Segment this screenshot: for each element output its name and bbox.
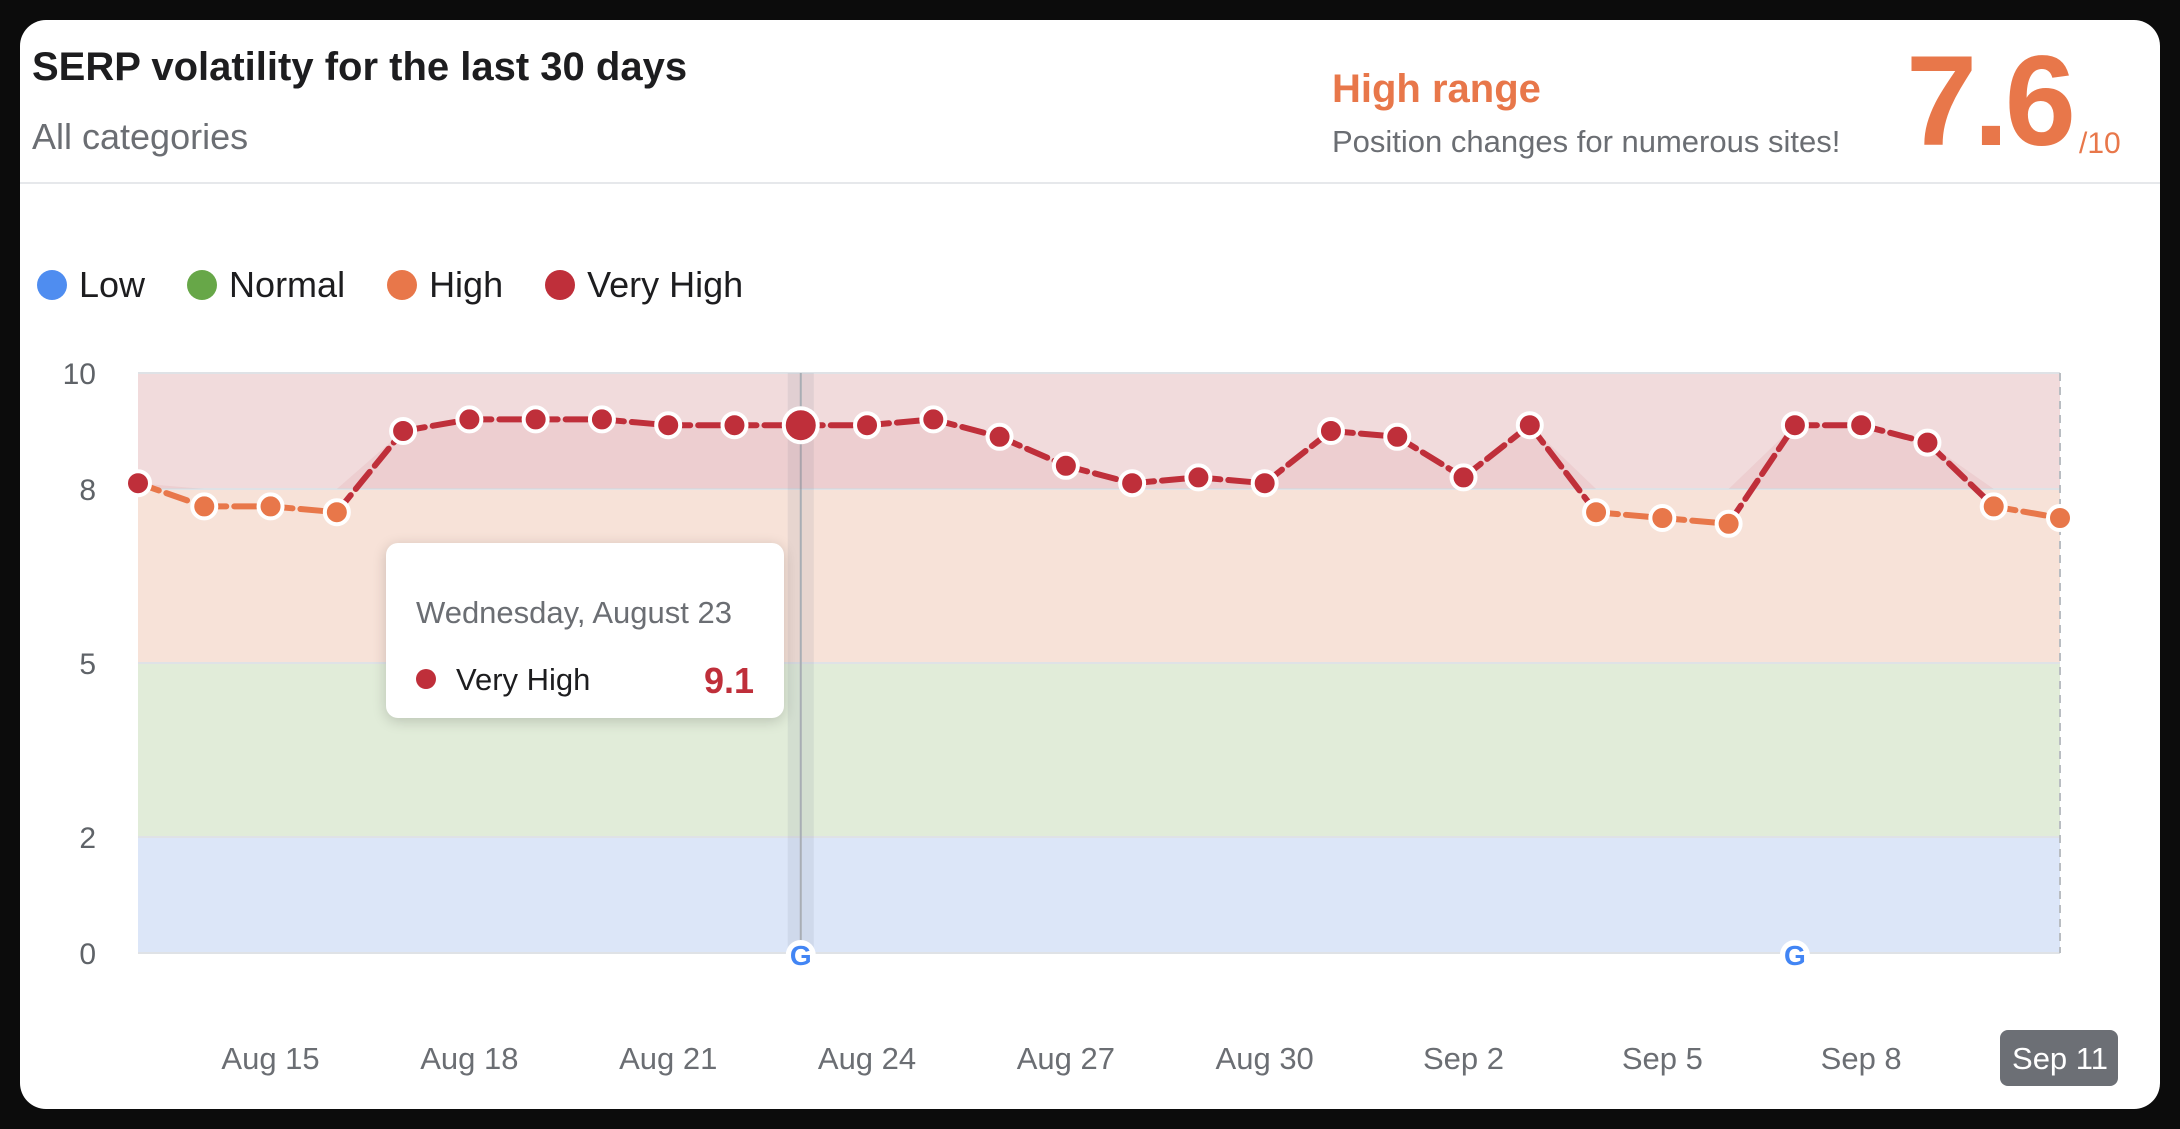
- legend-item-normal[interactable]: Normal: [187, 264, 345, 306]
- data-point: [1449, 463, 1478, 492]
- x-tick-label: Aug 30: [1216, 1041, 1314, 1076]
- volatility-score: 7.6: [1906, 30, 2076, 173]
- y-tick-label: 8: [79, 474, 96, 507]
- legend-dot-high: [387, 270, 418, 300]
- volatility-card: SERP volatility for the last 30 days All…: [20, 20, 2160, 1109]
- data-point: [853, 411, 882, 440]
- data-point: [1184, 463, 1213, 492]
- data-point: [1383, 422, 1412, 451]
- data-point: [1582, 498, 1611, 527]
- x-tick-label: Aug 27: [1017, 1041, 1115, 1076]
- data-point: [256, 492, 285, 521]
- chart-tooltip: Wednesday, August 23 Very High 9.1: [386, 543, 784, 718]
- legend-label: High: [429, 264, 504, 305]
- score-max: /10: [2079, 127, 2121, 160]
- google-update-icon-bg: [785, 940, 816, 970]
- data-point: [587, 405, 616, 434]
- data-point: [985, 422, 1014, 451]
- page-title: SERP volatility for the last 30 days: [32, 45, 688, 89]
- data-point: [1515, 411, 1544, 440]
- selected-x-label-bg: [2000, 1030, 2118, 1086]
- legend-label: Very High: [587, 264, 744, 305]
- google-update-icon: G: [1784, 940, 1806, 971]
- series-line-segment: [1460, 422, 1533, 481]
- legend-label: Normal: [229, 264, 346, 305]
- google-update-icon-bg: [1779, 940, 1810, 970]
- legend-item-very-high[interactable]: Very High: [545, 264, 743, 306]
- x-tick-label: Sep 2: [1423, 1041, 1504, 1076]
- x-tick-label: Sep 11: [2012, 1041, 2108, 1076]
- legend-dot-very-high: [545, 270, 576, 300]
- legend-dot-normal: [187, 270, 218, 300]
- data-point: [1051, 451, 1080, 480]
- series-line-segment: [1924, 439, 1997, 510]
- tooltip-series-label: Very High: [456, 662, 591, 697]
- data-point: [720, 411, 749, 440]
- data-point: [1913, 428, 1942, 457]
- data-point: [1648, 504, 1677, 532]
- band-low: [138, 837, 2060, 953]
- tooltip-value: 9.1: [703, 660, 754, 701]
- category-subtitle: All categories: [32, 116, 249, 157]
- data-point: [1250, 469, 1279, 498]
- data-point: [389, 417, 418, 445]
- legend-dot-low: [37, 270, 67, 300]
- data-point: [1780, 411, 1809, 440]
- data-point: [521, 405, 550, 434]
- data-point: [455, 405, 484, 434]
- x-tick-label: Aug 18: [420, 1041, 518, 1076]
- volatility-chart[interactable]: 0 2 5 8 10 Aug 15 Aug 18 Aug 21 Aug 24 Aug 27 Aug …: [20, 20, 2160, 1109]
- data-point: [190, 492, 219, 521]
- series-line-segment: [333, 428, 407, 516]
- y-tick-label: 10: [63, 358, 96, 391]
- y-tick-label: 0: [79, 938, 96, 971]
- series-line-segment: [1261, 428, 1334, 487]
- data-point: [654, 411, 683, 440]
- range-label: High range: [1332, 67, 1541, 111]
- x-tick-label: Aug 24: [818, 1041, 916, 1076]
- data-point: [124, 469, 152, 498]
- x-tick-label: Aug 15: [221, 1041, 319, 1076]
- very-high-area: [138, 419, 2060, 489]
- x-tick-label: Aug 21: [619, 1041, 717, 1076]
- data-point: [1714, 509, 1743, 538]
- x-tick-label: Sep 5: [1622, 1041, 1703, 1076]
- legend-item-high[interactable]: High: [387, 264, 503, 306]
- band-very-high: [138, 373, 2060, 489]
- data-point: [2046, 504, 2074, 532]
- google-update-icon: G: [790, 940, 812, 971]
- y-tick-label: 2: [79, 822, 96, 855]
- series-line-segment: [1526, 422, 1600, 516]
- range-description: Position changes for numerous sites!: [1332, 124, 1841, 159]
- chart-legend: Low Normal High Very High: [37, 264, 785, 306]
- tooltip-date: Wednesday, August 23: [416, 595, 732, 630]
- y-tick-label: 5: [79, 648, 96, 681]
- data-point: [919, 405, 948, 434]
- data-point: [1847, 411, 1876, 440]
- series-line-segment: [1725, 422, 1798, 527]
- data-point: [322, 498, 351, 527]
- tooltip-series-dot: [416, 669, 436, 689]
- data-point: [1979, 492, 2008, 521]
- x-tick-label: Sep 8: [1821, 1041, 1902, 1076]
- data-point: [781, 406, 820, 445]
- header-divider: [20, 182, 2160, 184]
- data-point: [1316, 417, 1345, 445]
- legend-label: Low: [79, 264, 146, 305]
- legend-item-low[interactable]: Low: [37, 264, 145, 306]
- data-point: [1118, 469, 1147, 498]
